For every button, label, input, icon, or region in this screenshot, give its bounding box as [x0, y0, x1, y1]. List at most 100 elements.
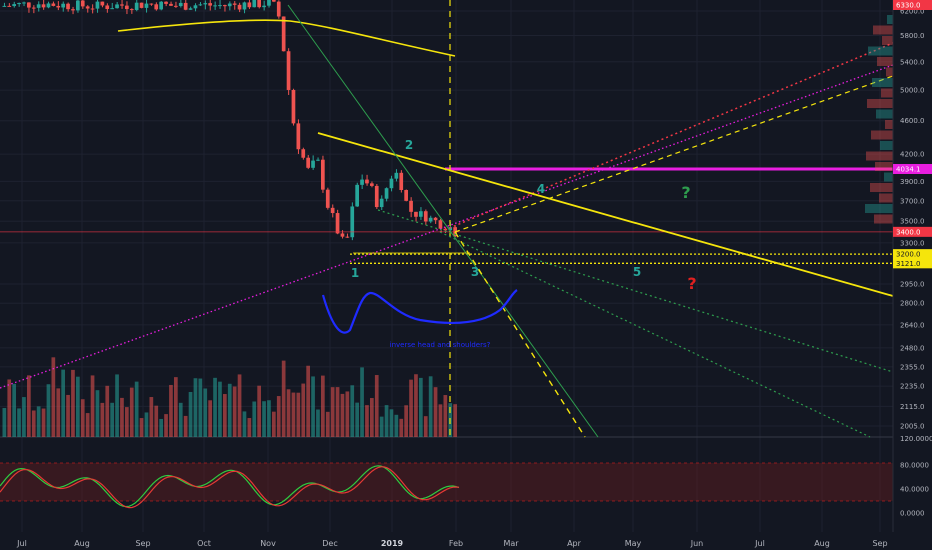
- volume-bar: [286, 389, 291, 437]
- volume-bar: [51, 357, 56, 437]
- candle-body: [389, 178, 394, 189]
- pattern-note: inverse head and shoulders?: [390, 341, 491, 349]
- volume-profile-bar: [881, 88, 893, 98]
- candle-body: [438, 220, 443, 229]
- candle-body: [144, 3, 149, 8]
- wave-label: 2: [405, 138, 413, 152]
- candle-body: [414, 211, 418, 217]
- candle-body: [80, 0, 85, 7]
- volume-bar: [100, 402, 105, 437]
- price-tick-label: 4200.0: [900, 151, 925, 159]
- volume-profile-bar: [873, 25, 893, 35]
- volume-bar: [80, 399, 85, 437]
- candle-body: [213, 5, 217, 7]
- volume-bar: [335, 387, 340, 437]
- candle-body: [286, 51, 291, 90]
- candle-body: [237, 4, 242, 10]
- candle-body: [22, 2, 26, 4]
- volume-bars: [2, 357, 457, 437]
- volume-bar: [218, 381, 222, 437]
- volume-bar: [330, 387, 335, 437]
- price-tag: [893, 226, 932, 237]
- volume-bar: [355, 402, 359, 437]
- time-tick-label: Mar: [503, 539, 519, 548]
- volume-bar: [389, 409, 394, 437]
- time-tick-label: Jul: [16, 539, 27, 548]
- volume-bar: [46, 384, 51, 437]
- stoch-panel: [0, 462, 893, 509]
- volume-bar: [105, 385, 110, 437]
- volume-profile-bar: [875, 162, 893, 171]
- volume-bar: [56, 388, 61, 437]
- time-tick-label: 2019: [381, 539, 404, 548]
- price-tag-label: 3400.0: [896, 228, 921, 236]
- volume-profile-bar: [865, 204, 893, 213]
- volume-bar: [433, 387, 438, 437]
- candle-body: [198, 4, 203, 6]
- candle-body: [384, 188, 389, 199]
- volume-bar: [115, 374, 119, 437]
- volume-bar: [76, 376, 80, 437]
- volume-bar: [2, 408, 7, 437]
- candle-body: [276, 1, 281, 17]
- candle-body: [66, 3, 70, 10]
- volume-profile-bar: [876, 109, 893, 119]
- volume-bar: [134, 381, 139, 437]
- volume-profile-bar: [871, 130, 893, 140]
- projection-dashed-line: [454, 231, 586, 438]
- volume-bar: [311, 376, 315, 437]
- volume-bar: [61, 369, 65, 437]
- question-mark: ?: [687, 274, 696, 293]
- volume-bar: [164, 414, 168, 437]
- wave-label: 5: [633, 265, 641, 279]
- candle-body: [56, 5, 61, 8]
- candle-body: [370, 183, 374, 186]
- candle-body: [335, 213, 340, 234]
- volume-bar: [438, 404, 443, 437]
- candle-body: [281, 16, 286, 52]
- candle-body: [76, 0, 80, 11]
- volume-bar: [409, 379, 413, 437]
- price-tick-label: 5000.0: [900, 87, 925, 95]
- wave-label: 1: [351, 266, 359, 280]
- candle-body: [448, 227, 453, 231]
- volume-bar: [110, 402, 114, 437]
- candle-body: [36, 4, 41, 8]
- candle-body: [262, 5, 266, 8]
- price-tag: [893, 0, 932, 10]
- candle-body: [355, 184, 359, 207]
- volume-bar: [66, 394, 70, 437]
- candle-body: [125, 5, 129, 10]
- candle-body: [267, 0, 271, 6]
- candle-body: [379, 198, 384, 208]
- price-tick-label: 2480.0: [900, 344, 925, 352]
- candle-body: [95, 1, 100, 9]
- stoch-tick-label: 80.0000: [900, 462, 929, 470]
- price-tick-label: 5800.0: [900, 32, 925, 40]
- candle-body: [291, 89, 296, 124]
- volume-bar: [12, 383, 16, 437]
- inverse-head-shoulders-curve: [321, 289, 518, 334]
- drawings[interactable]: [0, 0, 894, 438]
- volume-bar: [95, 390, 100, 437]
- volume-bar: [120, 397, 124, 437]
- time-tick-label: Feb: [449, 539, 463, 548]
- volume-profile-bar: [882, 36, 893, 45]
- volume-bar: [321, 375, 325, 437]
- stoch-band: [0, 463, 893, 501]
- volume-profile-bar: [885, 120, 893, 129]
- volume-bar: [139, 418, 144, 437]
- candle-body: [115, 4, 119, 9]
- volume-bar: [370, 398, 374, 437]
- volume-bar: [193, 378, 198, 437]
- volume-profile-bar: [877, 57, 893, 66]
- volume-bar: [144, 412, 149, 437]
- price-tick-label: 3700.0: [900, 197, 925, 205]
- price-tag: [893, 258, 932, 269]
- volume-bar: [316, 409, 320, 437]
- volume-bar: [213, 377, 217, 437]
- price-tick-label: 4600.0: [900, 117, 925, 125]
- volume-profile-bar: [874, 214, 893, 224]
- candle-body: [183, 2, 188, 10]
